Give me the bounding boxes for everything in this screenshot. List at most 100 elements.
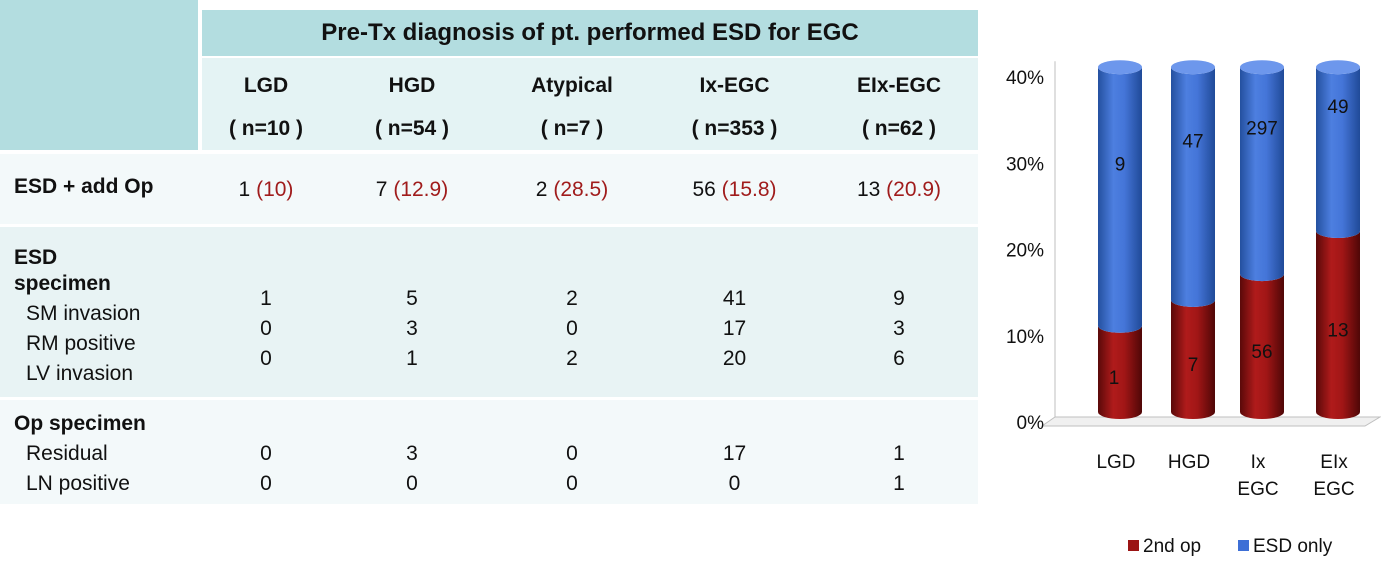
op-specimen-value: 0 (260, 442, 272, 465)
esd-specimen-value: 9 (893, 287, 905, 310)
esd-specimen-values-0: 1 0 0 (202, 284, 330, 374)
data-label-2nd-op: 7 (1188, 355, 1199, 376)
esd-specimen-value: 0 (260, 347, 272, 370)
row-label-op-specimen: Op specimen Residual LN positive (0, 409, 146, 499)
bar-esd-only (1098, 67, 1142, 333)
esd-add-op-value-3: 56 (15.8) (652, 178, 817, 202)
count: 13 (856, 178, 881, 201)
bar-top-cap (1240, 60, 1284, 75)
rm-positive-label: RM positive (26, 332, 136, 355)
op-specimen-value: 1 (893, 442, 905, 465)
esd-specimen-values-2: 2 0 2 (495, 284, 649, 374)
esd-specimen-value: 20 (722, 347, 747, 370)
y-tick-label: 0% (1017, 413, 1045, 434)
data-label-2nd-op: 56 (1251, 342, 1272, 363)
x-category-label: EGC (1237, 479, 1278, 500)
percent: (10) (256, 178, 294, 201)
row-esd-add-op-bg (0, 154, 978, 224)
column-n: ( n=62 ) (861, 117, 937, 140)
esd-specimen-value: 41 (722, 287, 747, 310)
table-corner-cell (0, 0, 198, 150)
column-header-4: EIx-EGC ( n=62 ) (820, 64, 978, 150)
percent: (15.8) (721, 178, 777, 201)
esd-specimen-values-3: 41 17 20 (652, 284, 817, 374)
op-specimen-values-3: 17 0 (652, 439, 817, 499)
x-category-label: HGD (1168, 452, 1210, 473)
esd-specimen-value: 17 (722, 317, 747, 340)
column-name: LGD (243, 74, 289, 97)
ln-positive-label: LN positive (26, 472, 130, 495)
bar-2nd-op (1316, 230, 1360, 419)
esd-specimen-value: 1 (406, 347, 418, 370)
column-header-0: LGD ( n=10 ) (202, 64, 330, 150)
legend-swatch (1238, 540, 1249, 551)
bar-top-cap (1171, 60, 1215, 75)
bar-top-cap (1098, 60, 1142, 75)
percent: (28.5) (553, 178, 609, 201)
esd-specimen-values-4: 9 3 6 (820, 284, 978, 374)
esd-add-op-value-1: 7 (12.9) (332, 178, 492, 202)
op-specimen-value: 0 (566, 442, 578, 465)
data-label-2nd-op: 1 (1109, 368, 1120, 389)
esd-specimen-label-line2: specimen (14, 272, 111, 295)
op-specimen-value: 0 (406, 472, 418, 495)
column-name: HGD (388, 74, 436, 97)
column-n: ( n=10 ) (228, 117, 304, 140)
y-tick-label: 20% (1006, 241, 1044, 262)
y-tick-label: 40% (1006, 68, 1044, 89)
column-header-1: HGD ( n=54 ) (332, 64, 492, 150)
data-label-esd-only: 49 (1327, 97, 1348, 118)
count: 2 (535, 178, 548, 201)
y-tick-label: 30% (1006, 154, 1044, 175)
lv-invasion-label: LV invasion (26, 362, 134, 385)
column-name: Atypical (531, 74, 613, 97)
x-category-label: EIx (1320, 452, 1348, 473)
op-specimen-value: 0 (260, 472, 272, 495)
op-specimen-value: 0 (728, 472, 741, 495)
column-n: ( n=54 ) (374, 117, 450, 140)
column-n: ( n=353 ) (691, 117, 778, 140)
row-op-specimen-bg (0, 400, 978, 504)
data-label-esd-only: 9 (1115, 155, 1126, 176)
bar-esd-only (1171, 67, 1215, 307)
column-n: ( n=7 ) (540, 117, 604, 140)
legend-swatch (1128, 540, 1139, 551)
column-header-2: Atypical ( n=7 ) (495, 64, 649, 150)
column-name: EIx-EGC (856, 74, 942, 97)
table-title: Pre-Tx diagnosis of pt. performed ESD fo… (202, 10, 978, 56)
bar-2nd-op (1171, 299, 1215, 419)
esd-specimen-label-line1: ESD (14, 246, 58, 269)
y-tick-label: 10% (1006, 327, 1044, 348)
op-specimen-value: 1 (893, 472, 905, 495)
x-category-label: Ix (1251, 452, 1266, 473)
esd-specimen-value: 2 (566, 347, 578, 370)
esd-specimen-value: 6 (893, 347, 905, 370)
column-header-row (202, 58, 978, 150)
esd-add-op-label: ESD + add Op (14, 175, 154, 198)
esd-specimen-value: 3 (893, 317, 905, 340)
op-specimen-value: 0 (566, 472, 578, 495)
count: 56 (692, 178, 716, 201)
bar-top-cap (1316, 60, 1360, 75)
esd-specimen-value: 0 (566, 317, 578, 340)
bar-esd-only (1316, 67, 1360, 238)
esd-add-op-value-2: 2 (28.5) (495, 178, 649, 202)
legend-label: 2nd op (1143, 536, 1201, 557)
data-label-2nd-op: 13 (1327, 320, 1348, 341)
data-label-esd-only: 297 (1246, 119, 1278, 140)
row-label-esd-specimen: ESD specimen SM invasion RM positive LV … (0, 243, 140, 389)
legend-label: ESD only (1253, 536, 1333, 557)
x-category-label: EGC (1313, 479, 1354, 500)
row-esd-specimen-bg (0, 227, 978, 397)
op-specimen-label: Op specimen (14, 412, 146, 435)
op-specimen-value: 17 (722, 442, 747, 465)
percent: (12.9) (393, 178, 449, 201)
esd-specimen-values-1: 5 3 1 (332, 284, 492, 374)
data-label-esd-only: 47 (1182, 132, 1203, 153)
x-category-label: LGD (1096, 452, 1135, 473)
row-label-esd-add-op: ESD + add Op (0, 175, 153, 199)
